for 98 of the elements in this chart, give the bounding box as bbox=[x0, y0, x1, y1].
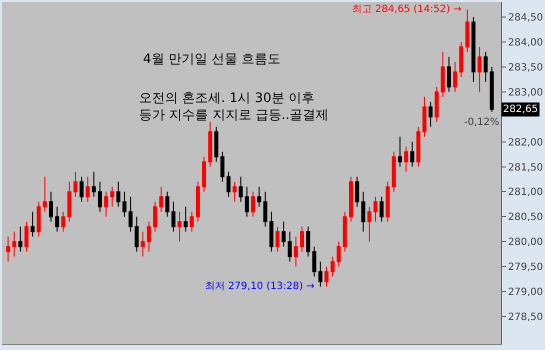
annotation: -0,12% bbox=[464, 117, 500, 128]
candlestick bbox=[398, 136, 402, 168]
annotation: 최고 284,65 (14:52) → bbox=[352, 4, 462, 15]
candlestick bbox=[312, 246, 316, 278]
candlestick bbox=[238, 176, 243, 202]
y-tick-label: 280,50 bbox=[508, 212, 543, 224]
candlestick bbox=[171, 201, 176, 232]
candlestick bbox=[116, 181, 120, 208]
candlestick bbox=[128, 196, 133, 232]
y-tick-label: 284,00 bbox=[508, 37, 543, 48]
y-tick-label: 282,00 bbox=[508, 137, 543, 148]
candlestick bbox=[48, 191, 53, 222]
y-tick-label: 280,00 bbox=[508, 237, 543, 248]
candlestick bbox=[294, 236, 298, 268]
candlestick bbox=[355, 176, 360, 208]
candlestick bbox=[348, 176, 353, 222]
candlestick bbox=[465, 8, 470, 52]
candlestick bbox=[440, 51, 445, 98]
candlestick bbox=[416, 126, 420, 168]
candlestick bbox=[276, 226, 280, 252]
y-tick-label: 278,50 bbox=[508, 312, 543, 324]
candlestick bbox=[12, 231, 16, 258]
candlestick bbox=[318, 261, 322, 288]
candlestick bbox=[232, 181, 237, 202]
candlestick bbox=[434, 86, 439, 122]
candlestick bbox=[55, 206, 60, 232]
candlestick bbox=[422, 96, 426, 138]
y-tick-label: 283,50 bbox=[508, 62, 543, 74]
candlestick bbox=[392, 151, 396, 192]
candlestick bbox=[6, 236, 10, 262]
candlestick bbox=[367, 206, 372, 242]
candlestick bbox=[208, 121, 212, 168]
candlestick bbox=[446, 56, 451, 92]
candlestick bbox=[92, 171, 96, 198]
candlestick bbox=[478, 46, 482, 92]
candlestick bbox=[251, 191, 256, 218]
y-tick-label: 283,00 bbox=[508, 87, 543, 98]
candlestick bbox=[36, 201, 41, 238]
candlestick bbox=[146, 221, 151, 252]
y-tick-label: 279,00 bbox=[508, 287, 543, 298]
candlestick bbox=[153, 201, 158, 232]
candlestick bbox=[134, 216, 139, 252]
candlestick bbox=[282, 221, 286, 248]
candlestick bbox=[214, 126, 218, 162]
candlestick bbox=[471, 16, 476, 82]
y-tick-label: 284,50 bbox=[508, 12, 543, 24]
candlestick bbox=[404, 146, 408, 172]
y-tick-label: 281,00 bbox=[508, 187, 543, 198]
candlestick bbox=[459, 41, 464, 78]
candlestick bbox=[220, 151, 224, 182]
text: 오전의 혼조세. 1시 30분 이후 등가 지수를 지지로 급등..골결제 bbox=[139, 91, 329, 123]
candlestick bbox=[490, 66, 494, 112]
candlestick bbox=[202, 156, 206, 192]
candlestick bbox=[330, 256, 335, 278]
candlestick bbox=[178, 211, 182, 242]
candlestick bbox=[196, 181, 200, 222]
candlestick bbox=[184, 206, 188, 232]
candlestick bbox=[269, 211, 274, 252]
candlestick bbox=[336, 241, 341, 268]
candlestick bbox=[61, 211, 66, 232]
candlestick bbox=[386, 181, 390, 222]
candlestick bbox=[140, 231, 145, 258]
candlestick bbox=[190, 211, 194, 232]
candlestick bbox=[300, 226, 304, 252]
candlestick bbox=[67, 181, 72, 222]
candlestick bbox=[288, 231, 292, 262]
candlestick bbox=[165, 191, 170, 218]
candlestick bbox=[380, 196, 384, 222]
candlestick bbox=[257, 186, 262, 208]
annotation: 최저 279,10 (13:28) → bbox=[205, 281, 315, 292]
candlestick bbox=[18, 226, 22, 252]
text: 4월 만기일 선물 흐름도 bbox=[143, 52, 281, 67]
candlestick bbox=[30, 211, 35, 238]
y-tick-label: 281,50 bbox=[508, 162, 543, 174]
y-tick-label: 279,50 bbox=[508, 262, 543, 274]
candlestick bbox=[428, 101, 433, 128]
candlestick bbox=[342, 211, 347, 252]
candlestick bbox=[373, 196, 378, 222]
candlestick bbox=[244, 186, 249, 218]
candlestick bbox=[73, 171, 78, 198]
candlestick bbox=[324, 266, 328, 288]
candlestick bbox=[98, 181, 102, 212]
candlestick bbox=[361, 191, 366, 232]
candlestick bbox=[159, 186, 164, 212]
candlestick bbox=[484, 51, 488, 82]
candlestick bbox=[104, 191, 108, 218]
candlestick bbox=[226, 171, 231, 198]
candlestick bbox=[306, 226, 310, 258]
candlestick bbox=[42, 176, 47, 212]
candlestick bbox=[24, 221, 28, 252]
candlestick bbox=[80, 176, 84, 202]
candlestick bbox=[122, 191, 126, 218]
candlestick bbox=[86, 176, 90, 202]
candlestick bbox=[453, 61, 458, 92]
candlestick bbox=[110, 186, 114, 208]
annotation: 282,65 bbox=[503, 104, 538, 115]
candlestick bbox=[410, 141, 414, 168]
candlestick bbox=[263, 191, 268, 228]
